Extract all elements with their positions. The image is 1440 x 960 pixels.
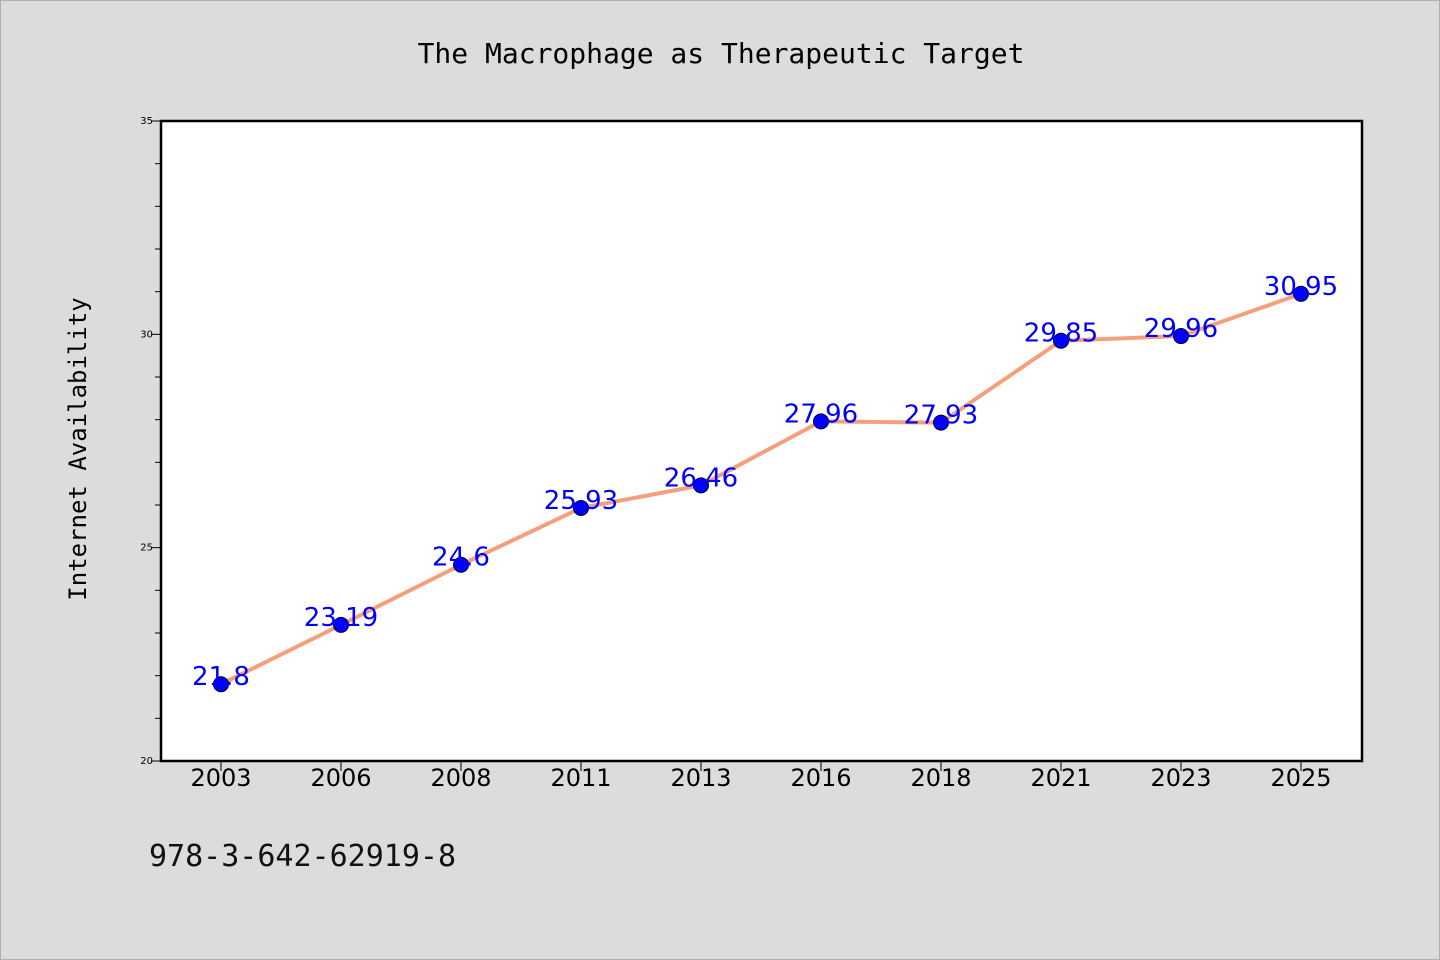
data-point — [1293, 285, 1309, 302]
data-label: 24.6 — [432, 543, 490, 573]
series-layer — [213, 285, 1309, 693]
data-point — [933, 414, 949, 431]
x-tick-label: 2025 — [1270, 764, 1331, 792]
data-point — [213, 676, 229, 693]
data-label: 27.93 — [904, 401, 978, 431]
x-tick-label: 2016 — [790, 764, 851, 792]
data-point — [813, 413, 829, 430]
x-tick-label: 2003 — [190, 764, 251, 792]
data-label: 30.95 — [1264, 272, 1338, 302]
plot-area — [159, 119, 1364, 763]
data-label: 25.93 — [544, 486, 618, 516]
x-tick-label: 2021 — [1030, 764, 1091, 792]
data-label: 27.96 — [784, 399, 858, 429]
y-tick-label: 25 — [140, 543, 153, 554]
data-label: 21.8 — [192, 662, 250, 692]
y-tick-label: 30 — [140, 329, 153, 340]
series-line — [220, 291, 1302, 686]
data-label: 29.96 — [1144, 314, 1218, 344]
x-tick-label: 2013 — [670, 764, 731, 792]
x-tick-label: 2006 — [310, 764, 371, 792]
x-tick-label: 2018 — [910, 764, 971, 792]
data-label: 26.46 — [664, 463, 738, 493]
data-point — [1173, 328, 1189, 345]
data-point — [1053, 332, 1069, 349]
data-point — [333, 616, 349, 633]
x-tick-label: 2008 — [430, 764, 491, 792]
data-label: 23.19 — [304, 603, 378, 633]
x-axis-ticks: 2003 2006 2008 2011 2013 2016 2018 2021 2023 2025 — [190, 761, 1332, 792]
data-point — [573, 499, 589, 516]
y-axis-ticks: 20 25 30 35 — [140, 116, 161, 767]
chart-title: The Macrophage as Therapeutic Target — [418, 37, 1025, 70]
data-point — [453, 556, 469, 573]
y-tick-label: 35 — [140, 116, 153, 127]
x-tick-label: 2023 — [1150, 764, 1211, 792]
y-axis-label-group: Internet Availability — [64, 297, 92, 600]
y-tick-label: 20 — [140, 756, 153, 767]
data-label: 29.85 — [1024, 319, 1098, 349]
data-point — [693, 477, 709, 494]
x-tick-label: 2011 — [550, 764, 611, 792]
y-axis-label: Internet Availability — [64, 297, 92, 600]
data-labels-layer: 21.8 23.19 24.6 25.93 26.46 27.96 27.93 29.85 29… — [192, 272, 1338, 692]
isbn-text: 978-3-642-62919-8 — [149, 839, 456, 874]
